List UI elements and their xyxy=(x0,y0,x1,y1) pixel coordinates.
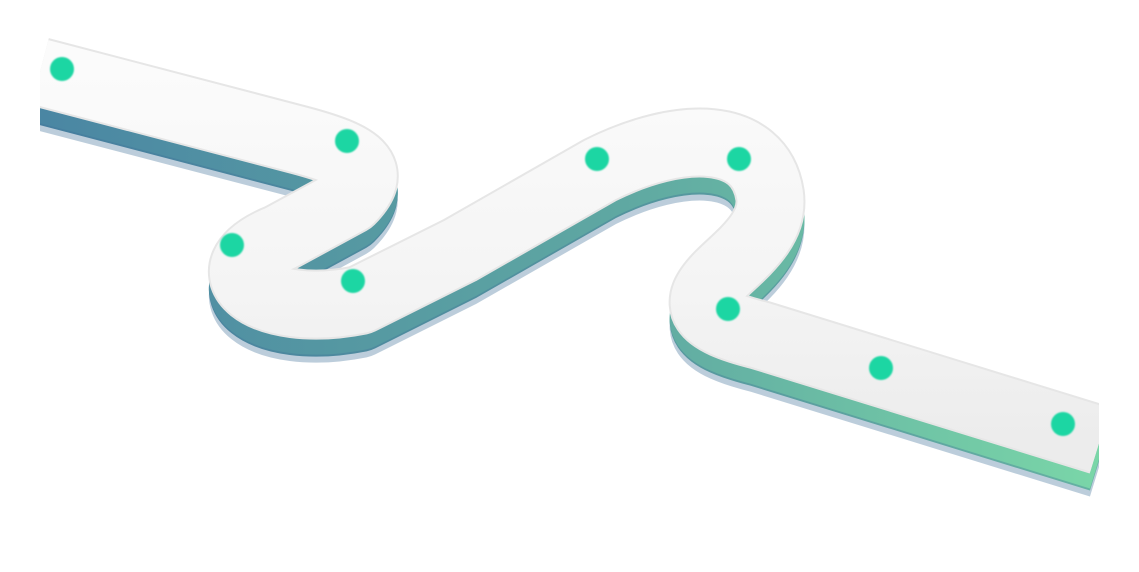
waypoints xyxy=(50,57,1075,436)
waypoint-dot xyxy=(220,233,244,257)
waypoint-dot xyxy=(585,147,609,171)
waypoint-dot xyxy=(50,57,74,81)
waypoint-dot xyxy=(869,356,893,380)
waypoint-dot xyxy=(335,129,359,153)
road-top xyxy=(31,40,1110,472)
right-crop xyxy=(1099,0,1139,572)
waypoint-dot xyxy=(716,297,740,321)
waypoint-dot xyxy=(727,147,751,171)
left-crop xyxy=(0,0,40,572)
waypoint-dot xyxy=(1051,412,1075,436)
waypoint-dot xyxy=(341,269,365,293)
